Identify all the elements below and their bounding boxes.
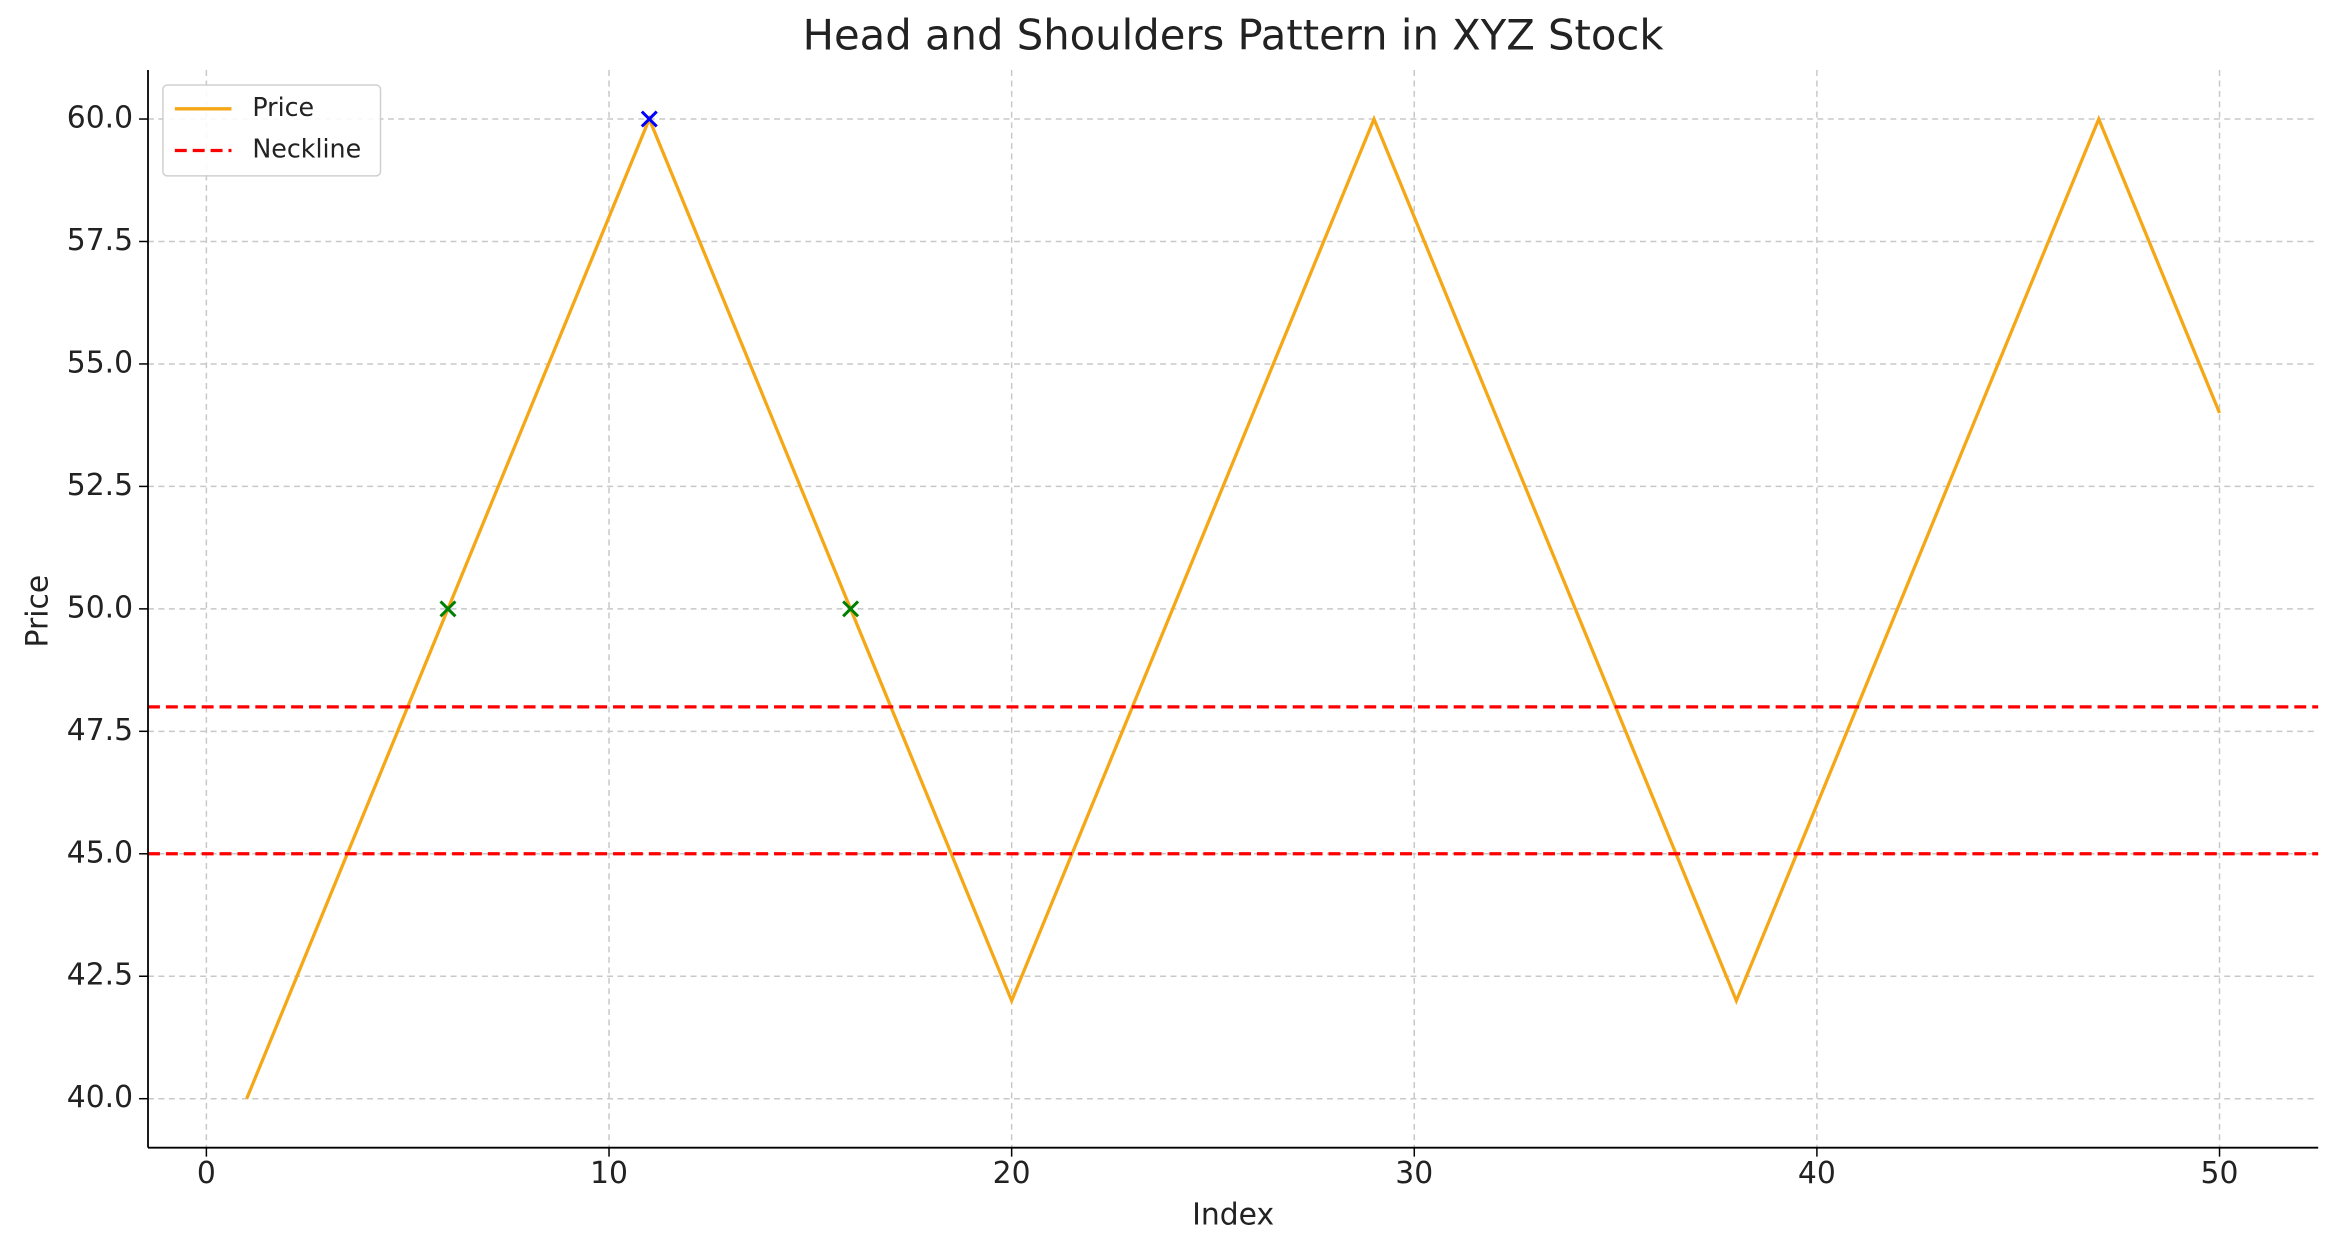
y-tick-label: 60.0 — [67, 101, 133, 136]
x-tick-label: 30 — [1395, 1156, 1433, 1191]
y-tick-label: 45.0 — [67, 835, 133, 870]
y-tick-label: 55.0 — [67, 345, 133, 380]
price-line — [245, 114, 2222, 1100]
marker — [640, 110, 658, 128]
x-tick-label: 40 — [1798, 1156, 1836, 1191]
y-tick-label: 40.0 — [67, 1080, 133, 1115]
y-tick-label: 57.5 — [67, 223, 133, 258]
y-tick-label: 42.5 — [67, 958, 133, 993]
x-tick-label: 20 — [993, 1156, 1031, 1191]
y-tick-label: 47.5 — [67, 713, 133, 748]
y-axis-label: Price — [21, 575, 56, 648]
chart-title: Head and Shoulders Pattern in XYZ Stock — [803, 11, 1665, 60]
x-tick-label: 10 — [590, 1156, 628, 1191]
legend-label: Price — [252, 92, 314, 122]
marker — [842, 600, 860, 618]
x-axis-label: Index — [1192, 1198, 1274, 1233]
marker — [439, 600, 457, 618]
legend-label: Neckline — [252, 134, 361, 164]
x-tick-label: 50 — [2201, 1156, 2239, 1191]
y-tick-label: 50.0 — [67, 590, 133, 625]
x-tick-label: 0 — [197, 1156, 216, 1191]
y-tick-label: 52.5 — [67, 468, 133, 503]
